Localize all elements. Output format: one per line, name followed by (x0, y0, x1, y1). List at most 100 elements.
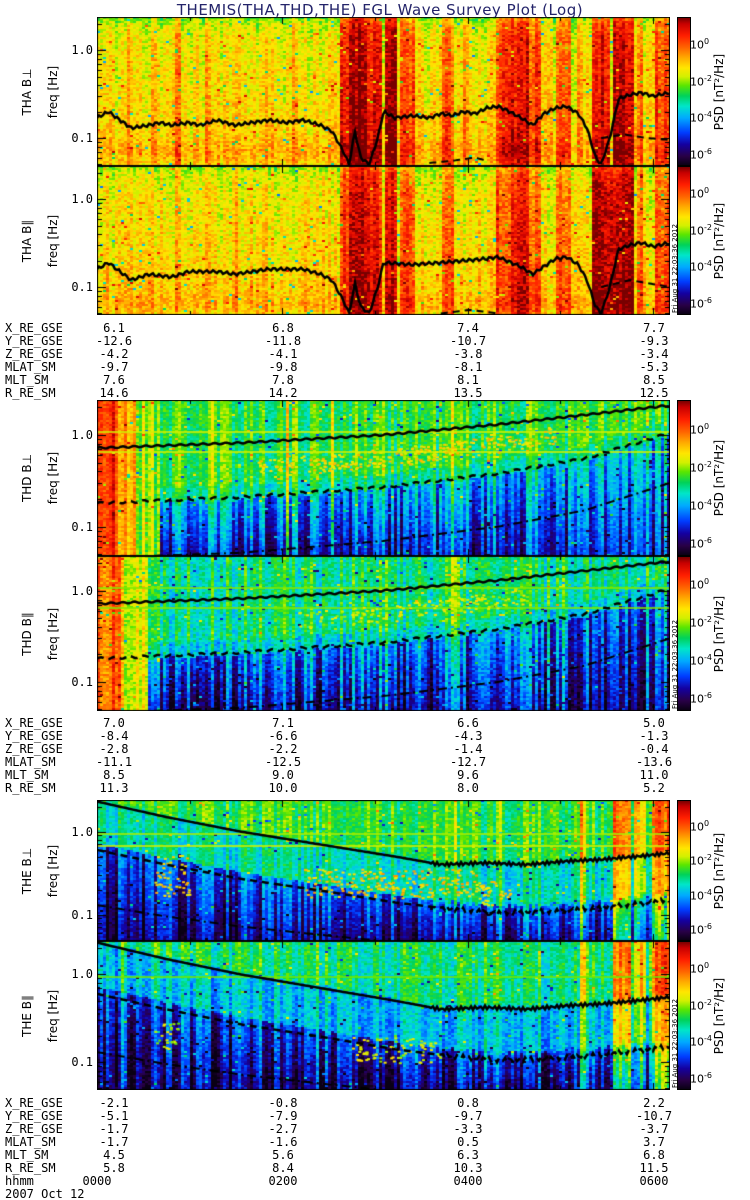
colorbar-tick-thd-bperp-0: 100 (690, 421, 710, 437)
panel-label-thd-bpar: THD B∥ (20, 611, 34, 656)
eph-value: -12.7 (449, 755, 487, 769)
eph-value: -3.3 (453, 1122, 483, 1136)
eph-value: -8.4 (99, 729, 129, 743)
colorbar-tick-tha-bperp-3: 10-6 (690, 146, 712, 162)
eph-value: 14.6 (99, 386, 129, 400)
eph-value: 8.1 (457, 373, 479, 387)
eph-value: -3.7 (639, 1122, 669, 1136)
colorbar-tick-tha-bperp-0: 100 (690, 37, 710, 52)
eph-label-the-r_re_sm: R_RE_SM (5, 1161, 56, 1175)
colorbar-tick-thd-bperp-1: 10-2 (690, 459, 712, 475)
eph-value: 6.6 (457, 716, 479, 730)
eph-label-tha-mlat_sm: MLAT_SM (5, 360, 56, 374)
date-label: 2007 Oct 12 (5, 1187, 85, 1200)
y-tick-thd-bperp-1.0: 1.0 (71, 427, 93, 442)
freq-axis-label-tha-bperp: freq [Hz] (46, 65, 60, 118)
freq-axis-label-tha-bpar: freq [Hz] (46, 214, 60, 267)
colorbar-tick-tha-bperp-1: 10-2 (690, 73, 712, 89)
colorbar-tick-the-bpar-2: 10-4 (690, 1034, 712, 1049)
eph-value: 6.8 (272, 321, 294, 335)
colorbar-tick-the-bpar-3: 10-6 (690, 1070, 712, 1086)
freq-axis-label-the-bperp: freq [Hz] (46, 844, 60, 897)
eph-value: 7.7 (643, 321, 665, 335)
x-axis-label: hhmm (5, 1174, 34, 1188)
eph-value: -8.1 (453, 360, 483, 374)
colorbar-tick-tha-bpar-3: 10-6 (690, 295, 712, 311)
eph-label-the-y_re_gse: Y_RE_GSE (5, 1109, 63, 1123)
eph-value: 9.6 (457, 768, 479, 782)
y-tick-tha-bperp-0.1: 0.1 (71, 131, 93, 146)
eph-value: -4.1 (268, 347, 298, 361)
colorbar-thd-bperp (677, 400, 691, 556)
spectrogram-thd-bpar (97, 556, 670, 711)
eph-value: -11.1 (95, 755, 133, 769)
eph-value: -4.3 (453, 729, 483, 743)
render-timestamp-the: Fri Aug 31 22:03:36 2012 (671, 998, 679, 1088)
colorbar-label-tha-bpar: PSD [nT²/Hz] (712, 202, 726, 279)
eph-value: 11.5 (639, 1161, 669, 1175)
eph-value: 4.5 (103, 1148, 125, 1162)
eph-value: 6.1 (103, 321, 125, 335)
colorbar-the-bperp (677, 800, 691, 941)
eph-label-thd-y_re_gse: Y_RE_GSE (5, 729, 63, 743)
eph-value: -3.8 (453, 347, 483, 361)
eph-value: -11.8 (264, 334, 302, 348)
colorbar-tick-thd-bpar-2: 10-4 (690, 653, 712, 669)
eph-value: 7.0 (103, 716, 125, 730)
colorbar-the-bpar (677, 941, 691, 1090)
eph-value: 10.0 (268, 781, 298, 795)
eph-value: -0.4 (639, 742, 669, 756)
colorbar-tick-tha-bpar-0: 100 (690, 186, 710, 201)
spectrogram-tha-bpar (97, 166, 670, 315)
y-tick-the-bpar-1.0: 1.0 (71, 967, 93, 982)
colorbar-thd-bpar (677, 556, 691, 711)
render-timestamp-tha: Fri Aug 31 22:03:36 2012 (671, 223, 679, 313)
eph-label-the-mlt_sm: MLT_SM (5, 1148, 49, 1162)
eph-value: -9.7 (453, 1109, 483, 1123)
y-tick-the-bpar-0.1: 0.1 (71, 1055, 93, 1070)
eph-value: -9.7 (99, 360, 129, 374)
eph-value: 8.5 (643, 373, 665, 387)
eph-label-thd-mlt_sm: MLT_SM (5, 768, 49, 782)
eph-value: -7.9 (268, 1109, 298, 1123)
eph-label-tha-y_re_gse: Y_RE_GSE (5, 334, 63, 348)
y-tick-the-bperp-0.1: 0.1 (71, 907, 93, 922)
eph-label-thd-r_re_sm: R_RE_SM (5, 781, 56, 795)
x-axis-tick-0600: 0600 (639, 1174, 669, 1188)
colorbar-tha-bperp (677, 17, 691, 166)
eph-value: -0.8 (268, 1096, 298, 1110)
eph-label-thd-z_re_gse: Z_RE_GSE (5, 742, 63, 756)
y-tick-tha-bpar-1.0: 1.0 (71, 192, 93, 207)
colorbar-tick-the-bperp-0: 100 (690, 818, 710, 834)
eph-value: 7.4 (457, 321, 479, 335)
colorbar-label-the-bpar: PSD [nT²/Hz] (712, 977, 726, 1054)
eph-value: 8.5 (103, 768, 125, 782)
x-axis-tick-0200: 0200 (268, 1174, 298, 1188)
eph-value: 8.0 (457, 781, 479, 795)
colorbar-label-the-bperp: PSD [nT²/Hz] (712, 832, 726, 909)
colorbar-tick-the-bperp-3: 10-6 (690, 922, 712, 938)
eph-value: -10.7 (449, 334, 487, 348)
eph-value: -2.8 (99, 742, 129, 756)
eph-value: -12.5 (264, 755, 302, 769)
colorbar-tha-bpar (677, 166, 691, 315)
eph-value: -1.6 (268, 1135, 298, 1149)
colorbar-tick-thd-bpar-0: 100 (690, 577, 710, 593)
eph-label-thd-x_re_gse: X_RE_GSE (5, 716, 63, 730)
panel-label-tha-bpar: THA B∥ (20, 219, 34, 262)
eph-value: -5.3 (639, 360, 669, 374)
eph-label-tha-mlt_sm: MLT_SM (5, 373, 49, 387)
eph-value: -1.3 (639, 729, 669, 743)
eph-value: 9.0 (272, 768, 294, 782)
eph-value: -2.1 (99, 1096, 129, 1110)
eph-value: 2.2 (643, 1096, 665, 1110)
colorbar-label-tha-bperp: PSD [nT²/Hz] (712, 53, 726, 130)
panel-label-the-bpar: THE B∥ (20, 994, 34, 1037)
colorbar-tick-the-bperp-2: 10-4 (690, 887, 712, 903)
eph-value: -4.2 (99, 347, 129, 361)
freq-axis-label-the-bpar: freq [Hz] (46, 989, 60, 1042)
eph-value: -13.6 (635, 755, 673, 769)
colorbar-label-thd-bperp: PSD [nT²/Hz] (712, 439, 726, 517)
render-timestamp-thd: Fri Aug 31 22:03:36 2012 (671, 619, 679, 709)
